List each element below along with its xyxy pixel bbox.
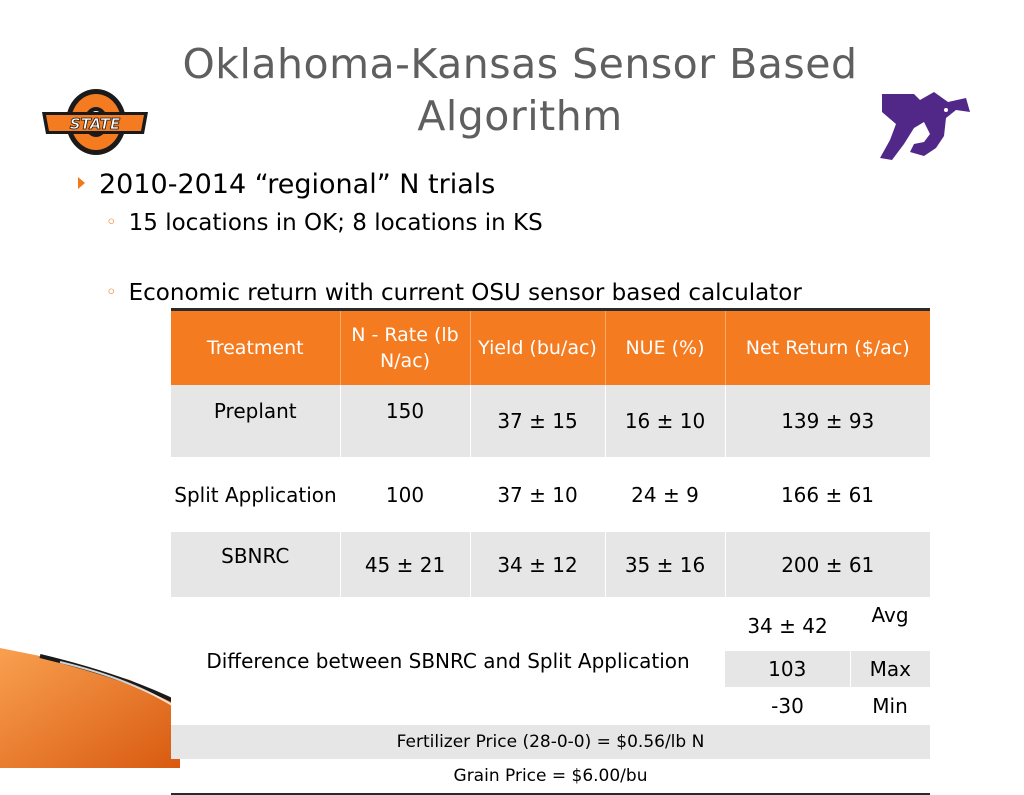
cell-treatment: Split Application [171,457,340,532]
header-net-return: Net Return ($/ac) [725,309,930,385]
difference-row-min: -30 Min [171,687,930,725]
cell-n-rate: 150 [340,385,471,457]
bullet-sub-1: ◦ 15 locations in OK; 8 locations in KS [106,208,543,240]
ksu-wildcat-logo [880,92,970,160]
header-nue: NUE (%) [605,309,726,385]
cell-net-return: 200 ± 61 [725,532,930,597]
table-row: Split Application 100 37 ± 10 24 ± 9 166… [171,457,930,532]
header-yield: Yield (bu/ac) [470,309,606,385]
bullet-sub-2-text: Economic return with current OSU sensor … [128,280,802,306]
table-row: SBNRC 45 ± 21 34 ± 12 35 ± 16 200 ± 61 [171,532,930,597]
diff-max-value: 103 [725,651,851,687]
bullet-sub-2: ◦ Economic return with current OSU sensor… [106,278,802,310]
cell-treatment: Preplant [171,385,341,457]
header-n-rate: N - Rate (lb N/ac) [340,309,471,385]
cell-treatment: SBNRC [171,532,341,597]
osu-logo-text: STATE [70,115,121,133]
cell-net-return: 166 ± 61 [725,457,930,532]
cell-net-return: 139 ± 93 [725,385,930,457]
fertilizer-price: Fertilizer Price (28-0-0) = $0.56/lb N [171,725,930,759]
bullet-sub-1-text: 15 locations in OK; 8 locations in KS [128,210,543,236]
cell-nue: 35 ± 16 [605,532,726,597]
grain-price: Grain Price = $6.00/bu [171,759,930,795]
bullet-main-text: 2010-2014 “regional” N trials [99,169,496,200]
table-header-row: Treatment N - Rate (lb N/ac) Yield (bu/a… [171,309,930,385]
cell-yield: 34 ± 12 [470,532,606,597]
osu-state-logo: STATE [42,89,148,155]
diff-avg-label: Avg [850,597,930,651]
cell-n-rate: 100 [340,457,470,532]
diff-min-label: Min [850,687,930,725]
cell-nue: 16 ± 10 [605,385,726,457]
decorative-corner-swoosh [0,648,180,768]
bullet-arrow-icon [78,176,85,189]
grain-price-row: Grain Price = $6.00/bu [171,759,930,795]
cell-n-rate: 45 ± 21 [340,532,471,597]
header-treatment: Treatment [171,309,341,385]
difference-row-avg: Difference between SBNRC and Split Appli… [171,597,930,725]
diff-avg-value: 34 ± 42 [725,597,850,651]
diff-min-value: -30 [725,687,850,725]
bullet-main: 2010-2014 “regional” N trials [78,168,495,202]
bullet-ring-icon: ◦ [106,212,117,233]
difference-label: Difference between SBNRC and Split Appli… [171,597,725,725]
table-row: Preplant 150 37 ± 15 16 ± 10 139 ± 93 [171,385,930,457]
bullet-ring-icon: ◦ [106,282,117,303]
cell-yield: 37 ± 15 [470,385,606,457]
diff-max-label: Max [850,651,930,687]
results-table: Treatment N - Rate (lb N/ac) Yield (bu/a… [171,308,930,795]
cell-nue: 24 ± 9 [605,457,725,532]
difference-row-max: 103 Max [171,651,930,687]
fertilizer-price-row: Fertilizer Price (28-0-0) = $0.56/lb N [171,725,930,759]
slide-title: Oklahoma-Kansas Sensor Based Algorithm [182,40,858,140]
cell-yield: 37 ± 10 [470,457,605,532]
